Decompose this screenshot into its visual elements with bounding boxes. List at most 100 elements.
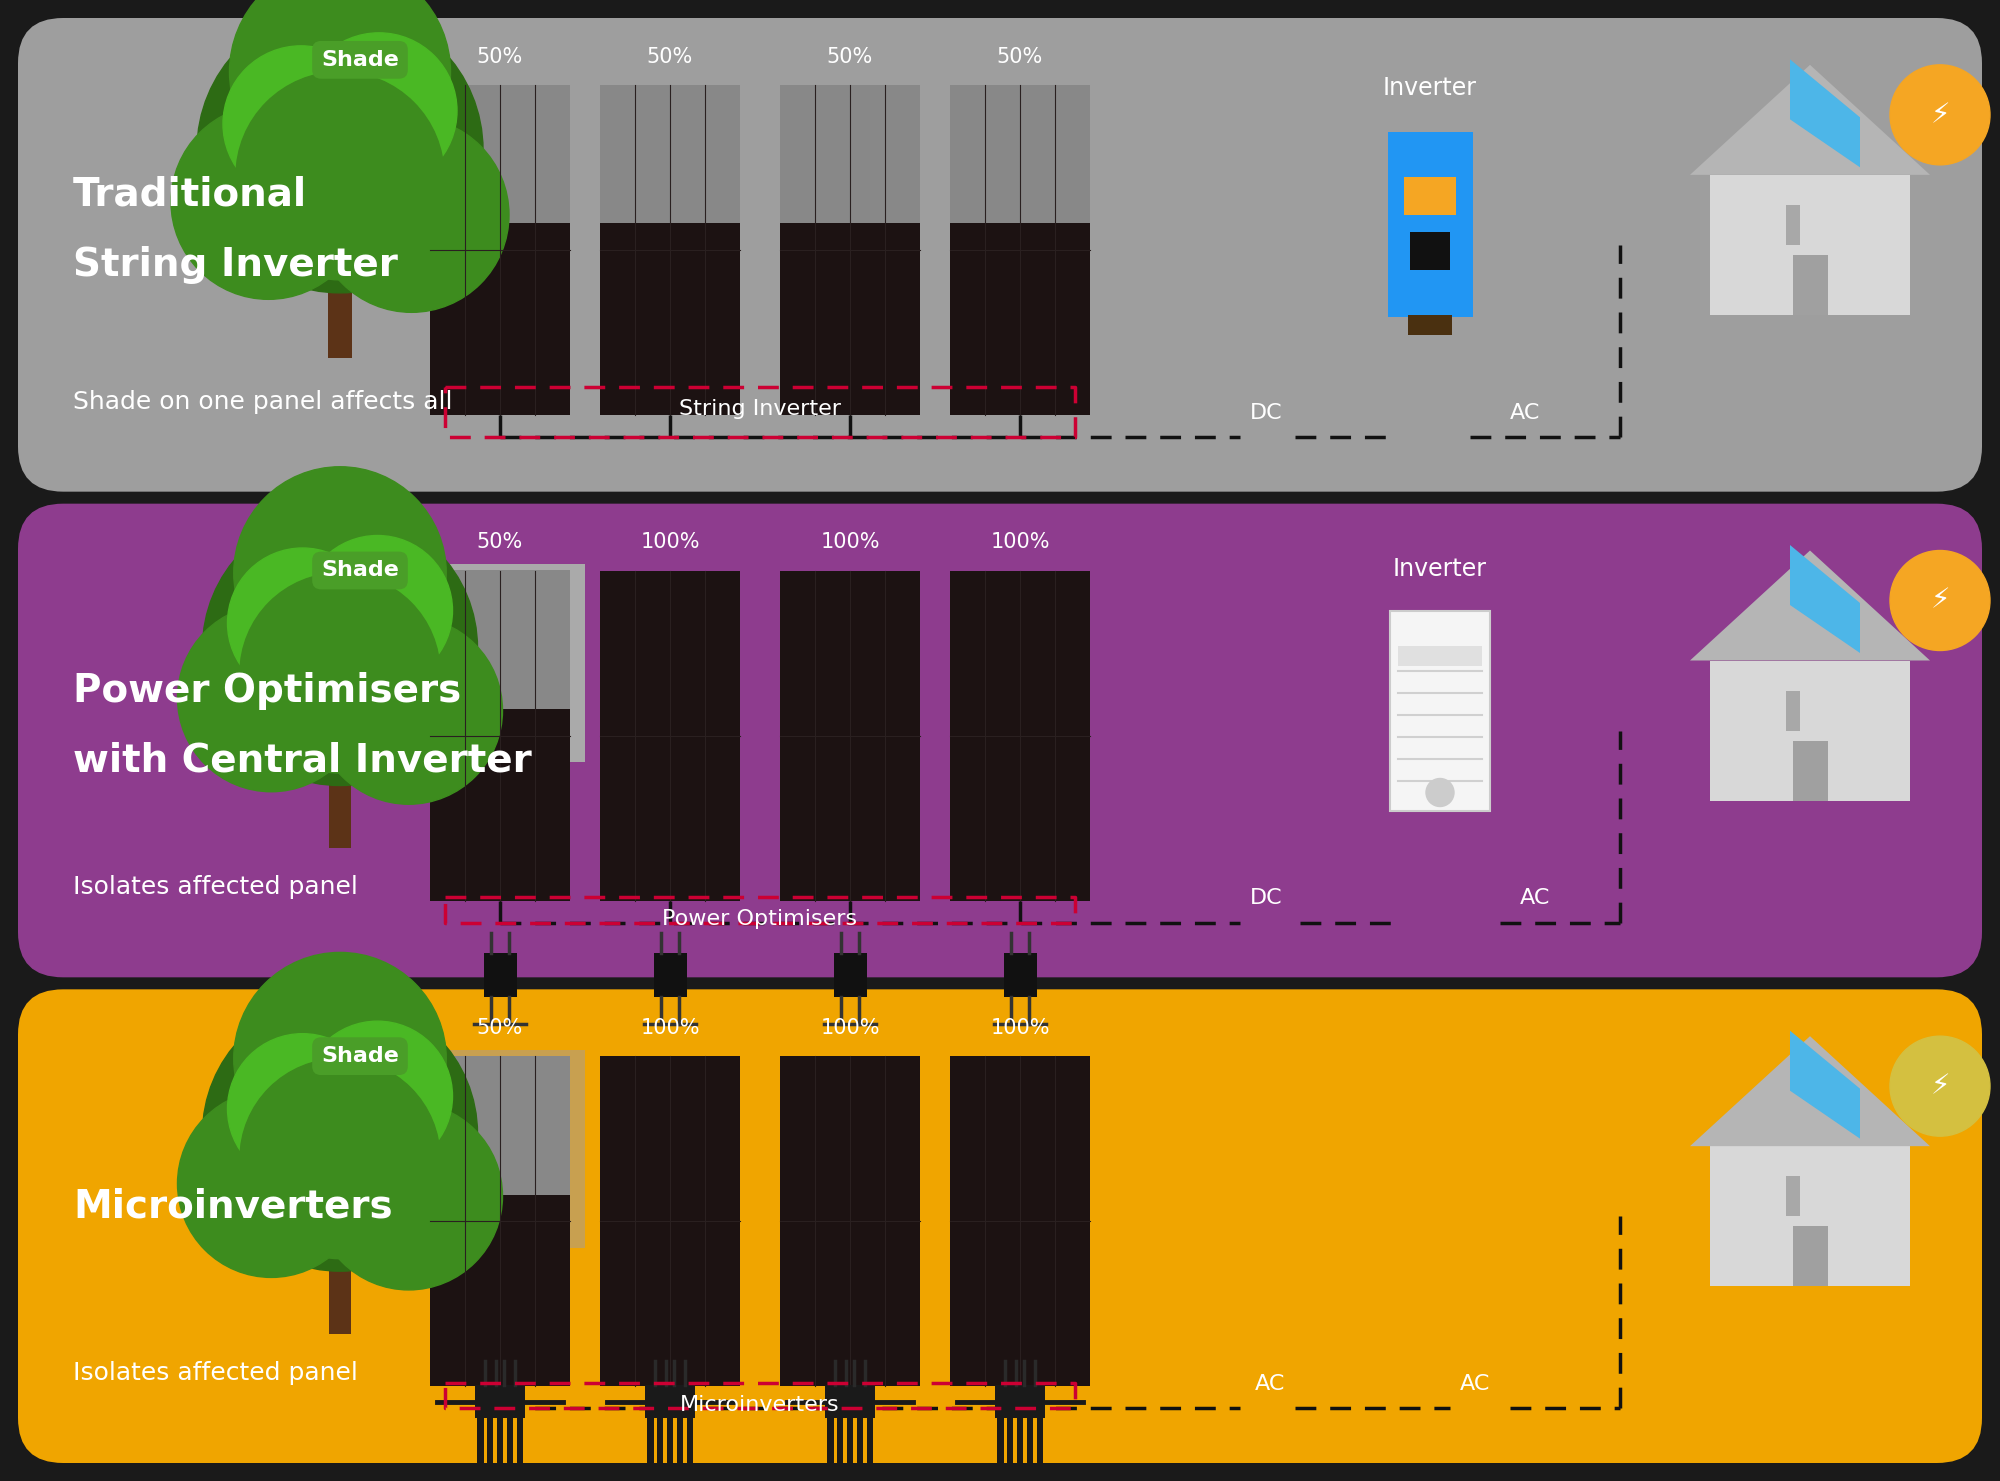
Bar	[950, 1056, 1090, 1386]
Bar	[1710, 175, 1910, 315]
Bar	[780, 570, 920, 900]
Polygon shape	[1690, 551, 1930, 661]
Bar	[430, 709, 570, 900]
Bar	[430, 1195, 570, 1386]
Text: 50%: 50%	[476, 1017, 524, 1038]
Bar	[996, 1385, 1044, 1419]
Circle shape	[234, 952, 446, 1166]
FancyBboxPatch shape	[18, 989, 1982, 1463]
Text: Inverter: Inverter	[1392, 557, 1488, 581]
Text: String Inverter: String Inverter	[680, 398, 840, 419]
Text: AC: AC	[1460, 1374, 1490, 1394]
FancyBboxPatch shape	[18, 18, 1982, 492]
Bar	[1036, 1419, 1044, 1468]
Text: with Central Inverter: with Central Inverter	[72, 742, 532, 779]
Bar	[484, 952, 516, 997]
Circle shape	[300, 33, 456, 190]
Polygon shape	[1790, 545, 1860, 653]
Text: Traditional: Traditional	[72, 176, 308, 213]
Bar	[1408, 315, 1452, 335]
Bar	[476, 1419, 484, 1468]
Circle shape	[316, 616, 502, 804]
Bar	[1410, 233, 1450, 270]
Bar	[1016, 1419, 1024, 1468]
Bar	[600, 1056, 740, 1386]
Bar	[1710, 661, 1910, 801]
Text: 100%: 100%	[820, 1017, 880, 1038]
Bar	[950, 84, 1090, 224]
Text: String Inverter: String Inverter	[72, 246, 398, 284]
Bar	[780, 84, 920, 224]
Bar	[328, 1197, 352, 1334]
Text: Shade: Shade	[322, 50, 398, 70]
Circle shape	[178, 1090, 364, 1278]
Bar	[950, 224, 1090, 415]
Text: 100%: 100%	[990, 1017, 1050, 1038]
Bar	[476, 1385, 524, 1419]
Bar	[600, 570, 740, 900]
Text: 50%: 50%	[646, 47, 694, 67]
Bar	[506, 1419, 514, 1468]
Bar	[1710, 1146, 1910, 1286]
Circle shape	[234, 467, 446, 680]
Text: Microinverters: Microinverters	[72, 1188, 392, 1225]
Bar	[656, 1419, 664, 1468]
Text: ⚡: ⚡	[1930, 586, 1950, 615]
Bar	[686, 1419, 694, 1468]
Bar	[1792, 255, 1828, 315]
Circle shape	[202, 511, 478, 785]
Bar	[1786, 690, 1800, 730]
Circle shape	[1426, 779, 1454, 807]
Circle shape	[240, 573, 440, 773]
Circle shape	[228, 548, 378, 698]
Bar	[780, 224, 920, 415]
Bar	[1398, 646, 1482, 665]
Bar	[416, 1050, 584, 1247]
Bar	[676, 1419, 684, 1468]
Bar	[950, 570, 1090, 900]
Bar	[846, 1419, 854, 1468]
Bar	[826, 1385, 874, 1419]
Bar	[416, 564, 584, 761]
Bar	[430, 224, 570, 415]
Bar	[430, 570, 570, 709]
Bar	[600, 84, 740, 224]
Text: 50%: 50%	[476, 533, 524, 552]
Circle shape	[236, 73, 444, 280]
Bar	[1786, 204, 1800, 244]
Polygon shape	[1790, 1031, 1860, 1139]
Text: 50%: 50%	[996, 47, 1044, 67]
Text: DC: DC	[1250, 889, 1282, 908]
Text: ⚡: ⚡	[1930, 101, 1950, 129]
Text: Power Optimisers: Power Optimisers	[72, 671, 462, 709]
Circle shape	[172, 104, 366, 299]
Bar	[1786, 1176, 1800, 1216]
Bar	[836, 1419, 844, 1468]
Text: Isolates affected panel: Isolates affected panel	[72, 875, 358, 899]
Text: AC: AC	[1510, 403, 1540, 424]
Circle shape	[196, 7, 484, 293]
FancyBboxPatch shape	[18, 504, 1982, 977]
Text: 50%: 50%	[826, 47, 874, 67]
Bar	[1026, 1419, 1034, 1468]
Bar	[1390, 610, 1490, 810]
Bar	[1792, 740, 1828, 801]
Circle shape	[228, 1034, 378, 1183]
Polygon shape	[1790, 59, 1860, 167]
Circle shape	[1890, 65, 1990, 164]
Text: Shade: Shade	[322, 1046, 398, 1066]
Bar	[1006, 1419, 1014, 1468]
Bar	[780, 1056, 920, 1386]
Bar	[996, 1419, 1004, 1468]
Bar	[516, 1419, 524, 1468]
Polygon shape	[1690, 1037, 1930, 1146]
Circle shape	[178, 604, 364, 792]
Text: 100%: 100%	[990, 533, 1050, 552]
Polygon shape	[1690, 65, 1930, 175]
Bar	[646, 1385, 694, 1419]
Bar	[646, 1419, 654, 1468]
Bar	[826, 1419, 834, 1468]
Circle shape	[240, 1059, 440, 1259]
Bar	[496, 1419, 504, 1468]
Text: Power Optimisers: Power Optimisers	[662, 909, 858, 930]
